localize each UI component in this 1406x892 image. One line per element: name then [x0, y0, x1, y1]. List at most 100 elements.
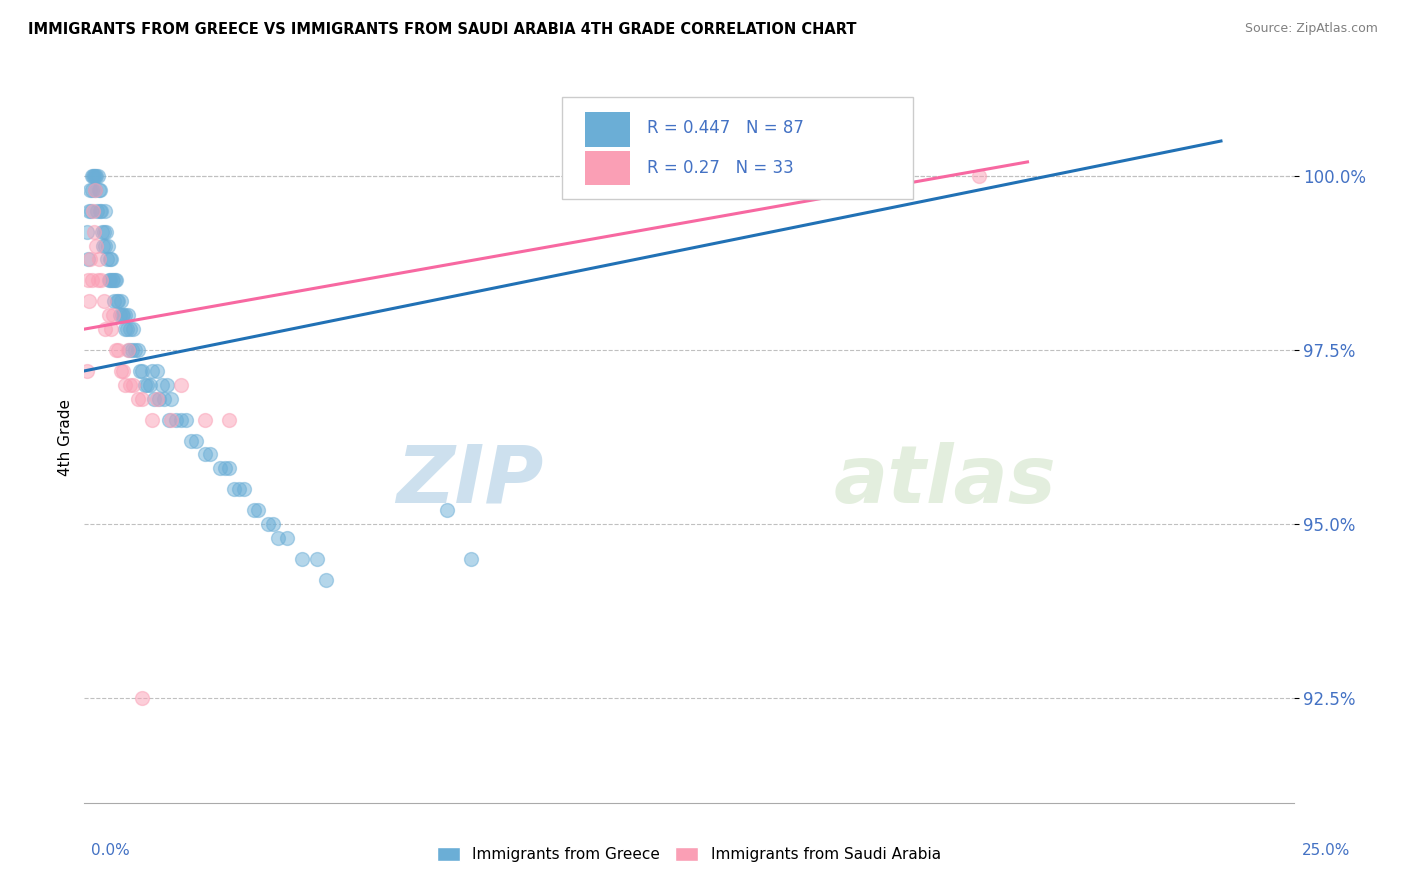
Point	[77, 252, 100, 267]
Point	[101, 273, 124, 287]
Point	[967, 169, 990, 183]
Y-axis label: 4th Grade: 4th Grade	[58, 399, 73, 475]
Point	[276, 531, 298, 545]
Point	[100, 252, 122, 267]
Point	[84, 183, 107, 197]
Point	[79, 203, 101, 218]
Point	[93, 322, 115, 336]
Point	[87, 169, 110, 183]
Point	[110, 294, 132, 309]
Point	[262, 517, 284, 532]
Point	[233, 483, 256, 497]
Point	[170, 412, 193, 426]
Point	[208, 461, 231, 475]
Point	[174, 412, 197, 426]
Point	[224, 483, 246, 497]
Point	[121, 343, 143, 357]
Point	[267, 531, 290, 545]
Text: R = 0.27   N = 33: R = 0.27 N = 33	[647, 159, 793, 177]
Point	[84, 169, 107, 183]
Point	[138, 377, 160, 392]
Point	[82, 169, 104, 183]
Point	[110, 364, 132, 378]
Point	[80, 273, 103, 287]
Point	[291, 552, 314, 566]
Point	[103, 273, 125, 287]
Point	[100, 322, 122, 336]
Point	[117, 343, 139, 357]
Point	[170, 377, 193, 392]
Point	[194, 448, 217, 462]
Point	[104, 343, 127, 357]
Point	[77, 203, 100, 218]
Point	[143, 392, 166, 406]
Point	[218, 461, 240, 475]
Point	[114, 322, 136, 336]
Point	[257, 517, 280, 532]
Point	[93, 225, 115, 239]
Point	[94, 225, 117, 239]
Point	[111, 308, 134, 322]
Point	[121, 377, 143, 392]
Point	[117, 308, 139, 322]
FancyBboxPatch shape	[585, 151, 630, 186]
Point	[115, 322, 138, 336]
Point	[242, 503, 264, 517]
Point	[90, 273, 112, 287]
Point	[194, 412, 217, 426]
Point	[460, 552, 482, 566]
Point	[90, 225, 112, 239]
Point	[118, 343, 141, 357]
FancyBboxPatch shape	[562, 97, 912, 200]
Point	[141, 412, 163, 426]
Point	[96, 252, 118, 267]
Text: 0.0%: 0.0%	[91, 843, 131, 858]
Point	[157, 412, 180, 426]
Point	[129, 364, 152, 378]
Point	[108, 308, 131, 322]
Point	[82, 183, 104, 197]
Point	[131, 364, 153, 378]
Point	[105, 294, 128, 309]
Point	[184, 434, 207, 448]
Point	[107, 343, 129, 357]
Point	[305, 552, 328, 566]
Point	[86, 169, 108, 183]
Point	[146, 364, 169, 378]
Point	[97, 308, 120, 322]
Point	[180, 434, 202, 448]
Point	[124, 343, 146, 357]
FancyBboxPatch shape	[585, 112, 630, 146]
Point	[80, 169, 103, 183]
Point	[77, 273, 100, 287]
Point	[93, 203, 115, 218]
Point	[127, 392, 149, 406]
Point	[90, 203, 112, 218]
Point	[89, 203, 111, 218]
Point	[87, 273, 110, 287]
Point	[160, 392, 183, 406]
Point	[150, 377, 173, 392]
Point	[94, 238, 117, 252]
Point	[83, 225, 105, 239]
Point	[120, 322, 142, 336]
Point	[153, 392, 176, 406]
Point	[86, 238, 108, 252]
Point	[315, 573, 337, 587]
Text: IMMIGRANTS FROM GREECE VS IMMIGRANTS FROM SAUDI ARABIA 4TH GRADE CORRELATION CHA: IMMIGRANTS FROM GREECE VS IMMIGRANTS FRO…	[28, 22, 856, 37]
Point	[104, 273, 127, 287]
Point	[84, 183, 107, 197]
Point	[160, 412, 183, 426]
Point	[79, 183, 101, 197]
Point	[87, 183, 110, 197]
Point	[134, 377, 156, 392]
Point	[131, 392, 153, 406]
Point	[89, 183, 111, 197]
Point	[82, 203, 104, 218]
Point	[120, 377, 142, 392]
Point	[127, 343, 149, 357]
Point	[87, 252, 110, 267]
Point	[91, 238, 114, 252]
Text: ZIP: ZIP	[396, 442, 544, 520]
Point	[76, 225, 98, 239]
